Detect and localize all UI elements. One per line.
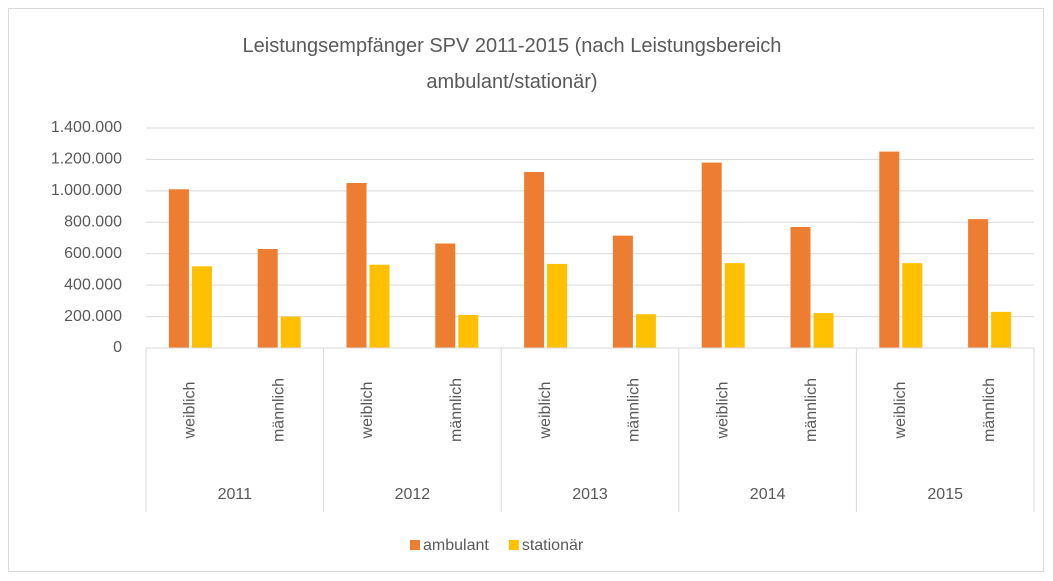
group-label: 2014 [750,486,786,503]
bar [168,189,189,348]
x-tick-label: männlich [803,378,820,442]
group-label: 2012 [395,486,431,503]
y-tick-label: 200.000 [64,308,122,325]
group-label: 2013 [572,486,608,503]
y-tick-label: 1.400.000 [51,119,122,136]
bar [968,219,989,348]
legend-label: stationär [522,537,584,554]
bar [635,314,656,348]
bar [369,264,390,348]
group-label: 2015 [927,486,963,503]
x-tick-label: weiblich [359,382,376,440]
legend-swatch [410,540,420,550]
x-tick-label: weiblich [892,382,909,440]
y-tick-label: 1.200.000 [51,151,122,168]
bar [458,315,479,348]
bar [435,243,456,348]
bar [790,227,811,348]
x-tick-label: weiblich [182,382,199,440]
x-tick-label: männlich [270,378,287,442]
bar [547,263,568,348]
bar [724,263,745,348]
bar [902,263,923,348]
bar [257,249,278,348]
x-tick-label: männlich [448,378,465,442]
group-label: 2011 [218,486,253,503]
bar [346,183,367,348]
legend-swatch [508,540,519,550]
legend-label: ambulant [423,537,489,554]
bar [191,266,212,348]
y-tick-label: 1.000.000 [51,182,122,199]
bar [879,151,900,348]
x-tick-label: weiblich [537,382,554,440]
bar [813,313,834,348]
bar [280,316,301,348]
x-tick-label: männlich [981,378,998,442]
x-tick-label: männlich [626,378,643,442]
y-tick-label: 400.000 [64,276,122,293]
bar [524,172,545,348]
x-tick-label: weiblich [714,382,731,440]
y-tick-label: 800.000 [64,214,122,231]
bar [991,311,1012,348]
y-tick-label: 600.000 [64,245,122,262]
chart-title: Leistungsempfänger SPV 2011-2015 (nach L… [242,35,782,93]
bar [701,162,722,348]
bar [612,235,633,348]
y-tick-label: 0 [113,339,122,356]
